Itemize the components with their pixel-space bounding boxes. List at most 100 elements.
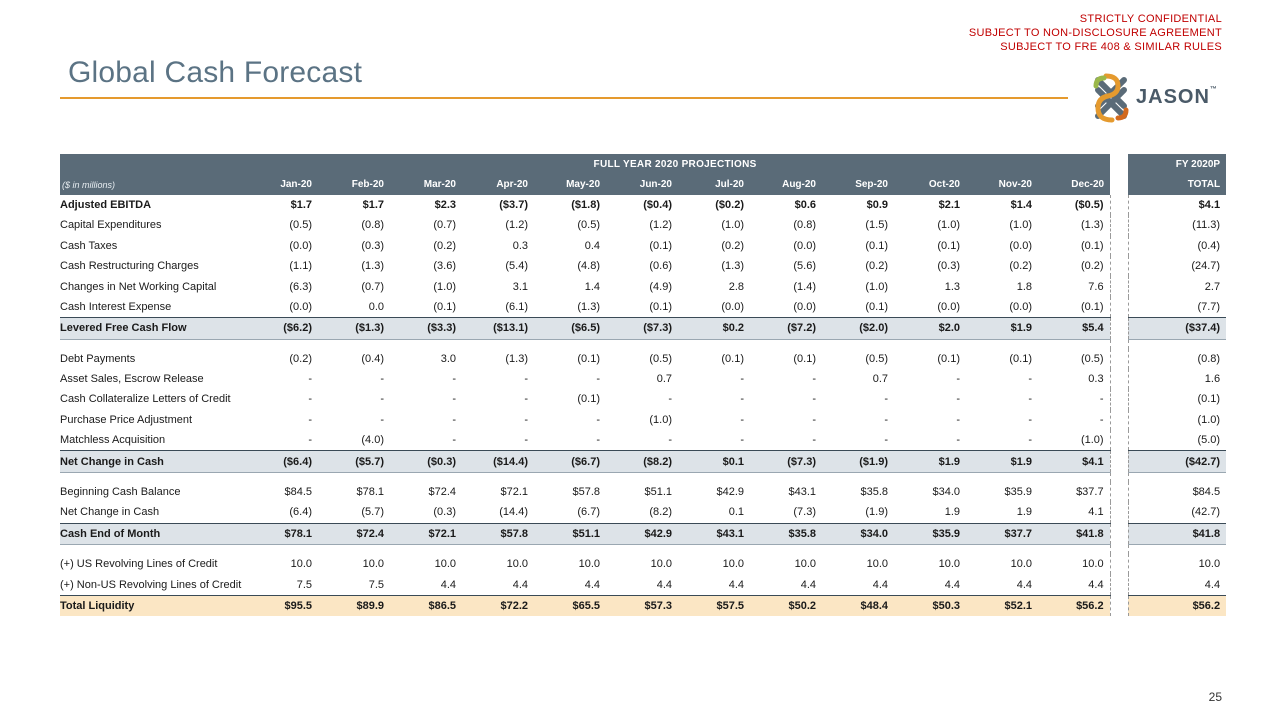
cell-value: $2.1: [938, 198, 960, 211]
cell-value: -: [524, 434, 528, 447]
cell-value: ($0.4): [643, 198, 672, 211]
cell-value: -: [668, 434, 672, 447]
row-label: Asset Sales, Escrow Release: [60, 373, 204, 386]
cell-value: (3.6): [433, 260, 456, 273]
cell-value: $35.9: [1004, 486, 1032, 499]
cell-value: $0.6: [794, 198, 816, 211]
cell-value: $35.8: [750, 522, 822, 546]
cell-value: -: [740, 393, 744, 406]
cell-value: (0.5): [865, 352, 888, 365]
cell-value: 0.3: [1088, 373, 1104, 386]
cell-value: ($3.7): [499, 198, 528, 211]
cell-value: $72.4: [428, 486, 456, 499]
row-label: Net Change in Cash: [60, 506, 160, 519]
cell-value: (5.6): [793, 260, 816, 273]
total-value: 4.4: [1204, 578, 1221, 591]
cell-value: $35.8: [860, 486, 888, 499]
cell-value: $1.7: [290, 198, 312, 211]
cell-value: $5.4: [1038, 317, 1111, 340]
cell-value: -: [956, 434, 960, 447]
cell-value: -: [596, 413, 600, 426]
month-header: Oct-20: [894, 174, 966, 195]
cell-value: $34.0: [932, 486, 960, 499]
cell-value: (1.0): [1080, 434, 1104, 447]
month-header: Apr-20: [462, 174, 534, 195]
cell-value: (0.6): [649, 260, 672, 273]
cell-value: $43.1: [678, 522, 750, 546]
cell-value: $37.7: [1076, 486, 1104, 499]
total-value: $41.8: [1128, 522, 1227, 546]
cell-value: (6.1): [505, 300, 528, 313]
month-header: Dec-20: [1038, 174, 1111, 195]
cell-value: $52.1: [966, 594, 1038, 617]
cell-value: 1.9: [1016, 506, 1032, 519]
total-value: (0.4): [1197, 239, 1221, 252]
confidential-line-3: SUBJECT TO FRE 408 & SIMILAR RULES: [1000, 41, 1222, 53]
jason-logo-icon: [1093, 73, 1129, 123]
table-row: Debt Payments (0.2) (0.4) 3.0 (1.3) (0.1) (0.5…: [60, 348, 1226, 369]
cell-value: (14.4): [499, 506, 528, 519]
cell-value: -: [524, 413, 528, 426]
cell-value: 7.6: [1088, 280, 1104, 293]
cell-value: (5.7): [361, 506, 384, 519]
cell-value: (0.1): [865, 300, 888, 313]
cell-value: (1.2): [505, 219, 528, 232]
row-label: Purchase Price Adjustment: [60, 413, 193, 426]
cell-value: -: [740, 434, 744, 447]
cell-value: -: [452, 393, 456, 406]
cell-value: (1.3): [505, 352, 528, 365]
logo-wordmark: JASON™: [1136, 86, 1218, 108]
total-value: (0.1): [1197, 393, 1221, 406]
table-row: Cash Taxes (0.0) (0.3) (0.2) 0.3 0.4 (0.1) (0.2…: [60, 235, 1226, 256]
cell-value: -: [1028, 413, 1032, 426]
cell-value: $72.2: [462, 594, 534, 617]
cell-value: (0.0): [721, 300, 744, 313]
total-value: 10.0: [1198, 558, 1221, 571]
cell-value: 4.4: [872, 578, 888, 591]
cell-value: -: [380, 393, 384, 406]
cell-value: 0.1: [728, 506, 744, 519]
cell-value: (0.1): [793, 352, 816, 365]
cell-value: $50.3: [894, 594, 966, 617]
row-label: (+) Non-US Revolving Lines of Credit: [60, 578, 242, 591]
cell-value: $2.0: [894, 317, 966, 340]
cell-value: (1.3): [361, 260, 384, 273]
cell-value: (0.7): [433, 219, 456, 232]
cell-value: $0.9: [866, 198, 888, 211]
cell-value: 4.4: [656, 578, 672, 591]
company-logo: JASON™: [1088, 72, 1228, 124]
cell-value: 10.0: [290, 558, 312, 571]
cell-value: -: [308, 413, 312, 426]
cell-value: $43.1: [788, 486, 816, 499]
total-value: (11.3): [1192, 219, 1221, 232]
cell-value: (0.2): [1080, 260, 1104, 273]
cell-value: 0.7: [872, 373, 888, 386]
cell-value: (1.1): [289, 260, 312, 273]
cell-value: $37.7: [966, 522, 1038, 546]
cell-value: 4.4: [728, 578, 744, 591]
cell-value: -: [956, 393, 960, 406]
cell-value: $84.5: [284, 486, 312, 499]
cell-value: (8.2): [649, 506, 672, 519]
cell-value: -: [308, 393, 312, 406]
cell-value: 10.0: [1010, 558, 1032, 571]
cell-value: ($2.0): [822, 317, 894, 340]
cell-value: 10.0: [362, 558, 384, 571]
cell-value: ($13.1): [462, 317, 534, 340]
cell-value: 4.4: [1016, 578, 1032, 591]
cell-value: $1.9: [894, 450, 966, 473]
cell-value: (1.0): [937, 219, 960, 232]
cell-value: $72.4: [318, 522, 390, 546]
cell-value: $89.9: [318, 594, 390, 617]
cell-value: $4.1: [1038, 450, 1111, 473]
cell-value: (1.0): [865, 280, 888, 293]
cell-value: (0.0): [289, 300, 312, 313]
cell-value: (0.0): [937, 300, 960, 313]
table-row: (+) Non-US Revolving Lines of Credit 7.5 7…: [60, 574, 1226, 596]
header-blank: [60, 154, 246, 175]
fy-header: FY 2020P: [1128, 154, 1227, 175]
cell-value: ($1.3): [318, 317, 390, 340]
month-header: Aug-20: [750, 174, 822, 195]
cell-value: $72.1: [500, 486, 528, 499]
cell-value: (0.8): [793, 219, 816, 232]
